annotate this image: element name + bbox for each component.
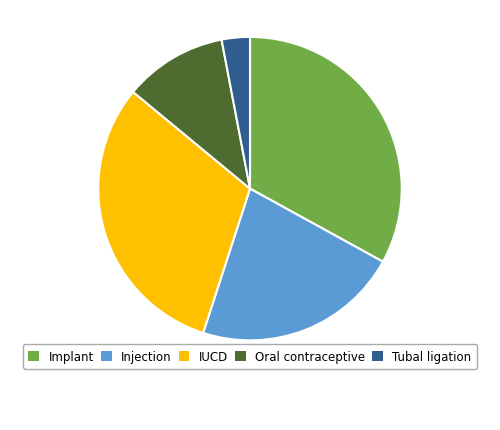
Wedge shape [133,40,250,189]
Wedge shape [203,189,383,341]
Wedge shape [250,38,402,262]
Wedge shape [222,38,250,189]
Legend: Implant, Injection, IUCD, Oral contraceptive, Tubal ligation: Implant, Injection, IUCD, Oral contracep… [22,344,477,369]
Wedge shape [98,93,250,333]
